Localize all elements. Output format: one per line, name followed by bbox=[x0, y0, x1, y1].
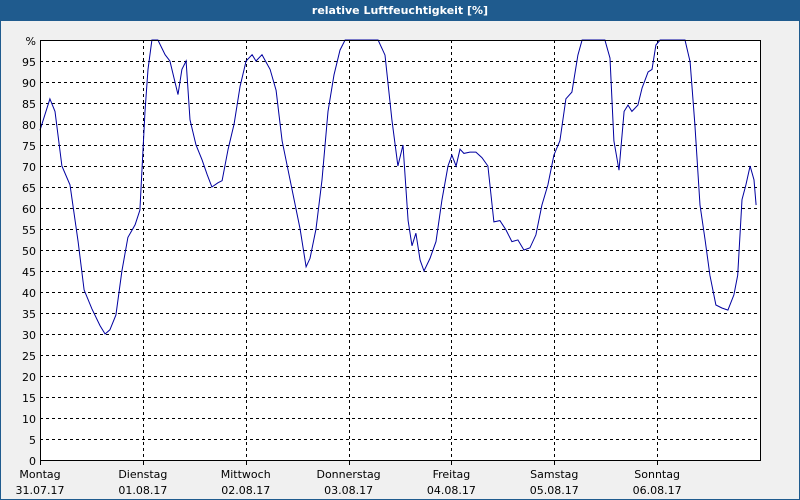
y-tick-label: 60 bbox=[22, 203, 36, 216]
x-tick-label: Freitag bbox=[433, 468, 471, 481]
y-tick-label: 75 bbox=[22, 140, 36, 153]
x-tick-date: 02.08.17 bbox=[221, 484, 270, 497]
x-tick-label: Donnerstag bbox=[316, 468, 380, 481]
y-tick-label: 95 bbox=[22, 56, 36, 69]
x-tick-date: 04.08.17 bbox=[427, 484, 476, 497]
title-bar bbox=[0, 0, 800, 21]
y-tick-label: 30 bbox=[22, 329, 36, 342]
x-tick-date: 01.08.17 bbox=[118, 484, 167, 497]
y-tick-label: 45 bbox=[22, 266, 36, 279]
x-tick-date: 03.08.17 bbox=[324, 484, 373, 497]
x-tick-date: 06.08.17 bbox=[633, 484, 682, 497]
x-tick-label: Montag bbox=[19, 468, 60, 481]
y-tick-label: 15 bbox=[22, 392, 36, 405]
y-tick-label: 40 bbox=[22, 287, 36, 300]
y-tick-label: 35 bbox=[22, 308, 36, 321]
y-tick-label: 20 bbox=[22, 371, 36, 384]
y-tick-label: 0 bbox=[29, 455, 36, 468]
x-tick-date: 31.07.17 bbox=[16, 484, 65, 497]
x-tick-label: Dienstag bbox=[118, 468, 167, 481]
y-tick-label: 90 bbox=[22, 77, 36, 90]
y-tick-label: 85 bbox=[22, 98, 36, 111]
x-tick-label: Samstag bbox=[530, 468, 578, 481]
chart-title: relative Luftfeuchtigkeit [%] bbox=[312, 4, 488, 17]
y-tick-label: % bbox=[26, 35, 36, 48]
y-tick-label: 10 bbox=[22, 413, 36, 426]
y-tick-label: 5 bbox=[29, 434, 36, 447]
data-line bbox=[39, 39, 757, 335]
y-tick-label: 65 bbox=[22, 182, 36, 195]
x-tick-label: Sonntag bbox=[634, 468, 680, 481]
y-tick-label: 55 bbox=[22, 224, 36, 237]
y-tick-label: 70 bbox=[22, 161, 36, 174]
x-tick-label: Mittwoch bbox=[221, 468, 271, 481]
plot-border bbox=[40, 40, 761, 461]
y-tick-label: 50 bbox=[22, 245, 36, 258]
y-tick-label: 80 bbox=[22, 119, 36, 132]
x-tick-date: 05.08.17 bbox=[530, 484, 579, 497]
y-tick-label: 25 bbox=[22, 350, 36, 363]
